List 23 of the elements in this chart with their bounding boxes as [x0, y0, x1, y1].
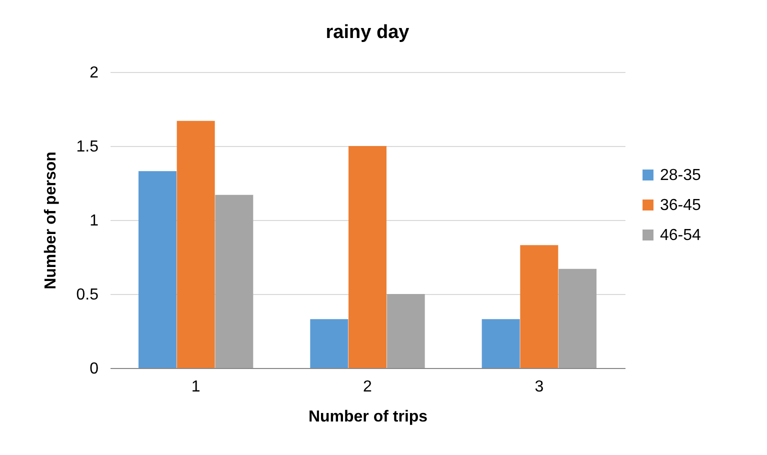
bar [482, 319, 520, 368]
chart-title: rainy day [326, 22, 410, 43]
bar [348, 146, 386, 368]
bar [558, 268, 597, 368]
bar [176, 120, 215, 368]
x-tick-label: 3 [534, 378, 544, 396]
y-tick-label: 0.5 [76, 286, 99, 304]
bar [386, 294, 425, 368]
y-tick-label: 0 [90, 360, 99, 378]
legend-label: 46-54 [660, 227, 702, 244]
y-axis-title: Number of person [42, 152, 60, 290]
bar [310, 319, 348, 368]
y-tick-label: 1.5 [76, 138, 99, 156]
bar [138, 171, 176, 368]
legend-label: 28-35 [660, 167, 702, 184]
legend-label: 36-45 [660, 197, 702, 214]
x-tick-label: 1 [191, 378, 200, 396]
bar [215, 194, 254, 368]
bar [520, 245, 558, 368]
y-tick-label: 1 [90, 212, 99, 230]
x-tick-label: 2 [363, 378, 372, 396]
x-axis-title: Number of trips [308, 408, 428, 426]
y-tick-label: 2 [90, 64, 99, 82]
